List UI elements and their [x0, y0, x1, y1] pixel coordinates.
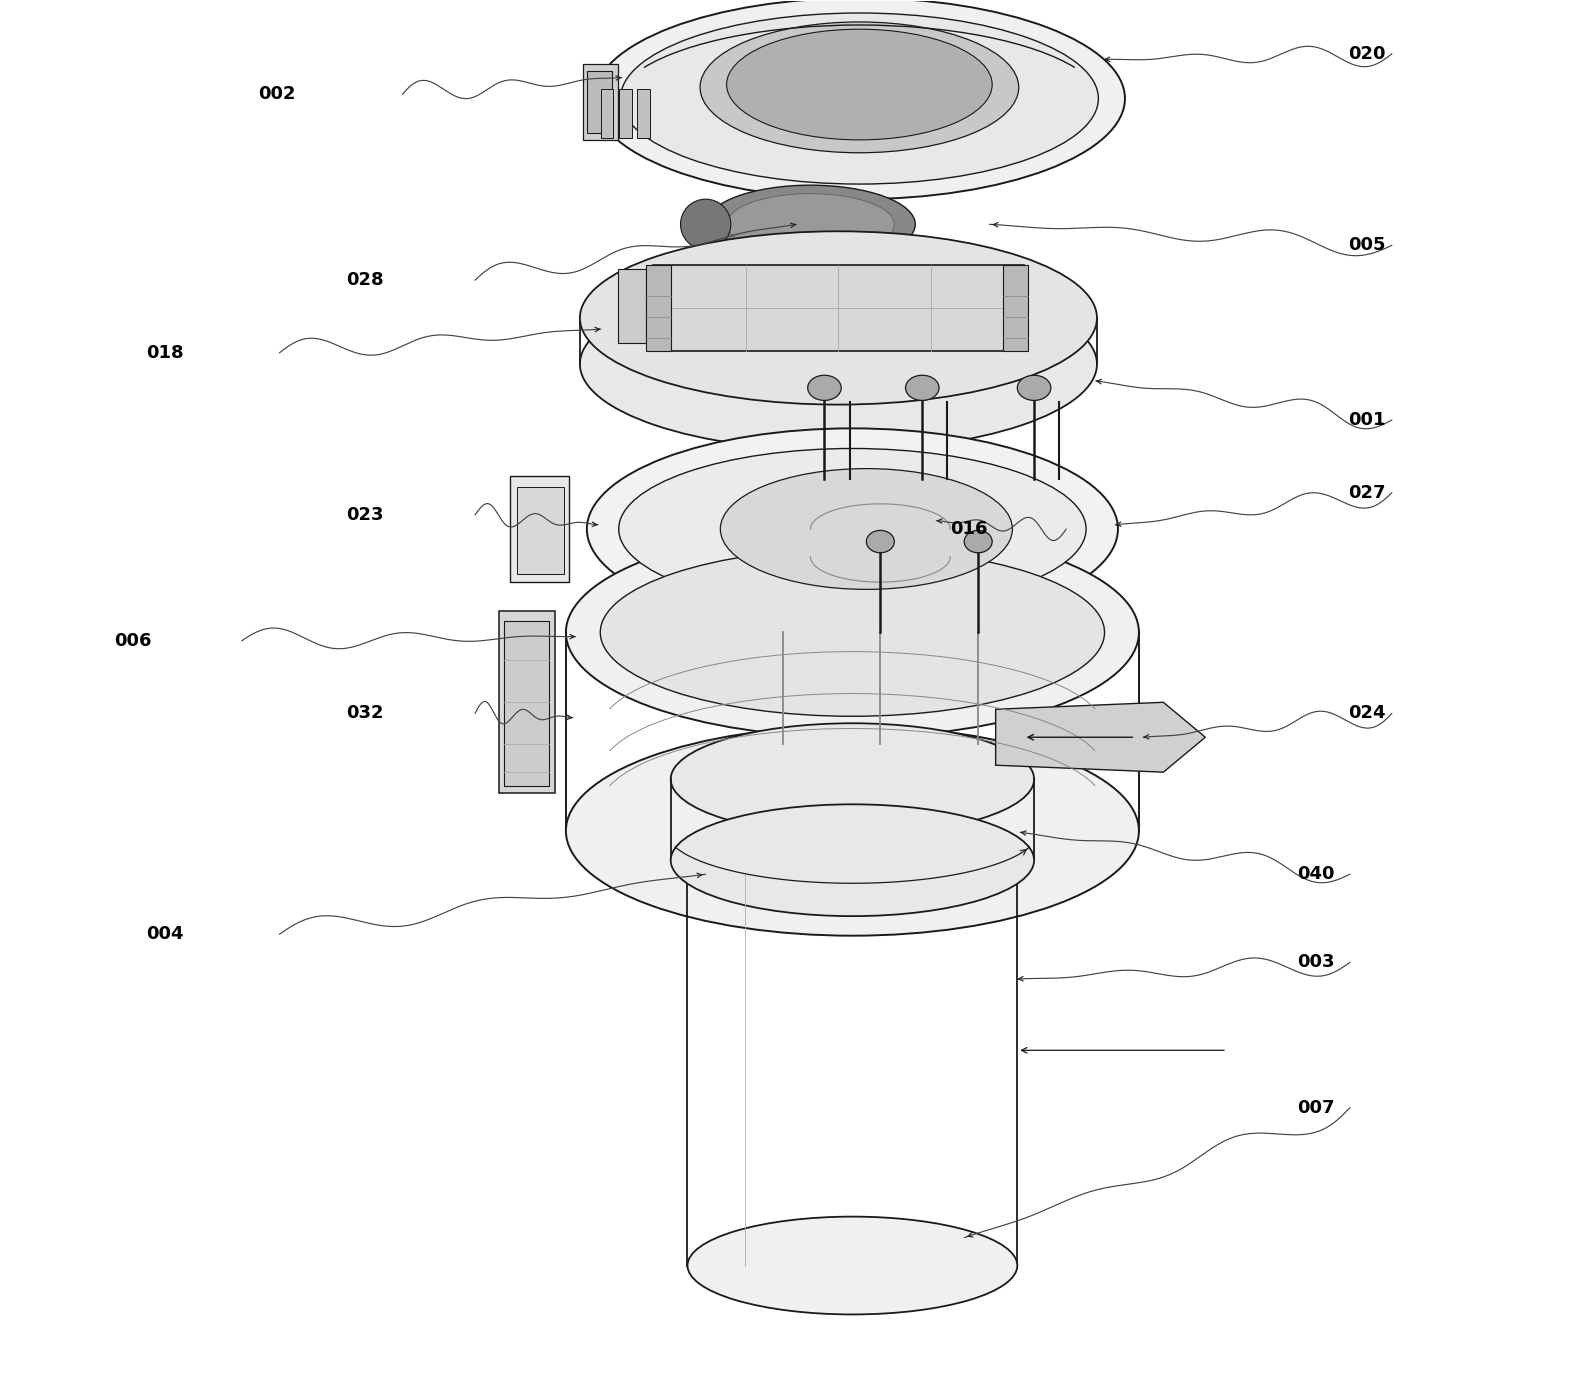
FancyBboxPatch shape	[518, 487, 564, 574]
Ellipse shape	[680, 199, 731, 249]
Text: 002: 002	[258, 85, 296, 104]
Text: 020: 020	[1349, 45, 1386, 63]
Ellipse shape	[671, 723, 1034, 835]
FancyBboxPatch shape	[583, 63, 618, 140]
FancyBboxPatch shape	[499, 611, 554, 793]
Polygon shape	[996, 702, 1206, 772]
Text: 018: 018	[147, 344, 185, 362]
Text: 006: 006	[115, 632, 151, 649]
Text: 040: 040	[1297, 865, 1335, 883]
Text: 004: 004	[147, 925, 185, 943]
Text: 001: 001	[1349, 411, 1386, 429]
Ellipse shape	[808, 375, 841, 400]
Ellipse shape	[618, 449, 1086, 610]
FancyBboxPatch shape	[620, 88, 631, 137]
Text: 032: 032	[346, 705, 384, 722]
Ellipse shape	[688, 1217, 1018, 1315]
FancyBboxPatch shape	[618, 270, 647, 343]
FancyBboxPatch shape	[601, 88, 613, 137]
Ellipse shape	[601, 548, 1104, 716]
Ellipse shape	[726, 193, 894, 255]
FancyBboxPatch shape	[653, 264, 1024, 351]
Text: 005: 005	[1349, 236, 1386, 255]
Text: 003: 003	[1297, 953, 1335, 971]
Text: 023: 023	[346, 506, 384, 525]
Ellipse shape	[671, 804, 1034, 916]
Ellipse shape	[720, 469, 1013, 589]
Text: 027: 027	[1349, 484, 1386, 502]
Ellipse shape	[580, 231, 1098, 404]
Text: 007: 007	[1297, 1098, 1335, 1116]
Ellipse shape	[867, 530, 894, 553]
FancyBboxPatch shape	[505, 621, 550, 786]
Ellipse shape	[586, 428, 1118, 630]
FancyBboxPatch shape	[647, 264, 671, 351]
Ellipse shape	[706, 185, 916, 263]
FancyBboxPatch shape	[510, 476, 569, 582]
FancyBboxPatch shape	[1002, 264, 1027, 351]
Text: 016: 016	[951, 520, 988, 539]
Ellipse shape	[905, 375, 938, 400]
Ellipse shape	[566, 527, 1139, 737]
Ellipse shape	[580, 277, 1098, 450]
Text: 024: 024	[1349, 705, 1386, 722]
FancyBboxPatch shape	[586, 70, 612, 133]
Text: 028: 028	[346, 271, 384, 290]
Ellipse shape	[964, 530, 992, 553]
Ellipse shape	[620, 13, 1099, 185]
Ellipse shape	[594, 0, 1125, 199]
Ellipse shape	[566, 726, 1139, 936]
FancyBboxPatch shape	[637, 88, 650, 137]
Ellipse shape	[1018, 375, 1051, 400]
Ellipse shape	[726, 29, 992, 140]
Ellipse shape	[699, 22, 1018, 152]
